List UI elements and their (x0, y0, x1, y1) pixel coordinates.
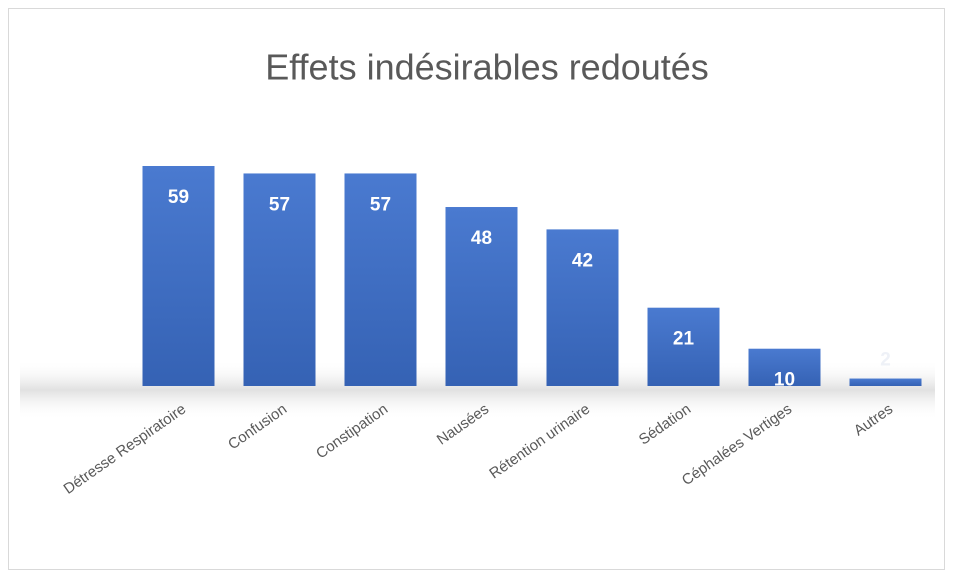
data-label: 10 (774, 370, 795, 391)
bar (344, 173, 417, 386)
data-label: 57 (269, 194, 290, 215)
bar (243, 173, 316, 386)
data-label: 42 (572, 250, 593, 271)
bar (445, 207, 518, 386)
bar (849, 378, 922, 386)
data-label: 48 (471, 228, 492, 249)
bar (142, 166, 215, 386)
data-label: 2 (880, 350, 891, 371)
data-label: 21 (673, 329, 695, 350)
data-label: 57 (370, 194, 391, 215)
chart-title: Effets indésirables redoutés (265, 47, 709, 88)
bar (748, 348, 821, 386)
data-label: 59 (168, 187, 189, 208)
bar (647, 307, 720, 386)
bar (546, 229, 619, 386)
